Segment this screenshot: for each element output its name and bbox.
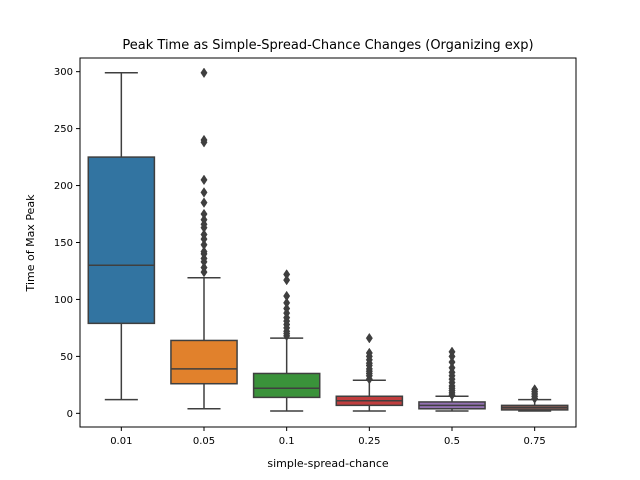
outlier-point [200, 67, 208, 79]
outlier-point [200, 229, 208, 240]
outlier-point [365, 347, 373, 359]
x-tick-label: 0.05 [193, 436, 215, 447]
outlier-point [200, 262, 208, 273]
outlier-point [200, 134, 208, 146]
outlier-point [200, 187, 208, 198]
chart-title: Peak Time as Simple-Spread-Chance Change… [122, 38, 533, 53]
x-tick-label: 0.01 [110, 436, 132, 447]
box-group-0-01 [87, 72, 156, 401]
y-tick-label: 300 [54, 67, 73, 78]
outlier-point [283, 303, 291, 314]
x-axis-label: simple-spread-chance [267, 457, 389, 470]
y-tick-label: 200 [54, 181, 73, 192]
outlier-point [448, 362, 456, 374]
outlier-point [200, 208, 208, 220]
y-tick-label: 50 [60, 352, 73, 363]
box-group-0-05 [170, 67, 238, 410]
y-tick-label: 0 [67, 409, 73, 420]
box-group-0-1 [252, 269, 321, 412]
outlier-point [200, 214, 208, 225]
outlier-point [448, 346, 456, 358]
outlier-point [200, 174, 208, 186]
plot-frame [79, 57, 577, 428]
outlier-point [531, 384, 539, 395]
y-axis-label: Time of Max Peak [24, 194, 37, 293]
outlier-point [283, 290, 291, 302]
box-group-0-75 [500, 384, 569, 412]
outlier-point [365, 332, 373, 344]
x-tick-label: 0.75 [524, 436, 546, 447]
box-group-0-25 [335, 332, 404, 412]
outlier-point [448, 356, 456, 368]
iqr-box [170, 339, 238, 385]
x-tick-label: 0.25 [358, 436, 380, 447]
outlier-point [200, 239, 208, 251]
x-tick-label: 0.1 [279, 436, 295, 447]
box-group-0-5 [418, 346, 486, 412]
y-tick-label: 100 [54, 295, 73, 306]
outlier-point [283, 297, 291, 309]
y-tick-label: 250 [54, 124, 73, 135]
outlier-point [200, 246, 208, 257]
outlier-point [283, 269, 291, 280]
iqr-box [87, 156, 156, 325]
x-tick-label: 0.5 [444, 436, 460, 447]
plot-area: 0 50 100 150 200 250 300 0.01 0.05 0.1 0.25 0.5 0.75 [54, 57, 577, 447]
y-tick-label: 150 [54, 238, 73, 249]
outlier-point [200, 197, 208, 208]
iqr-box [252, 372, 321, 399]
outlier-point [283, 274, 291, 286]
